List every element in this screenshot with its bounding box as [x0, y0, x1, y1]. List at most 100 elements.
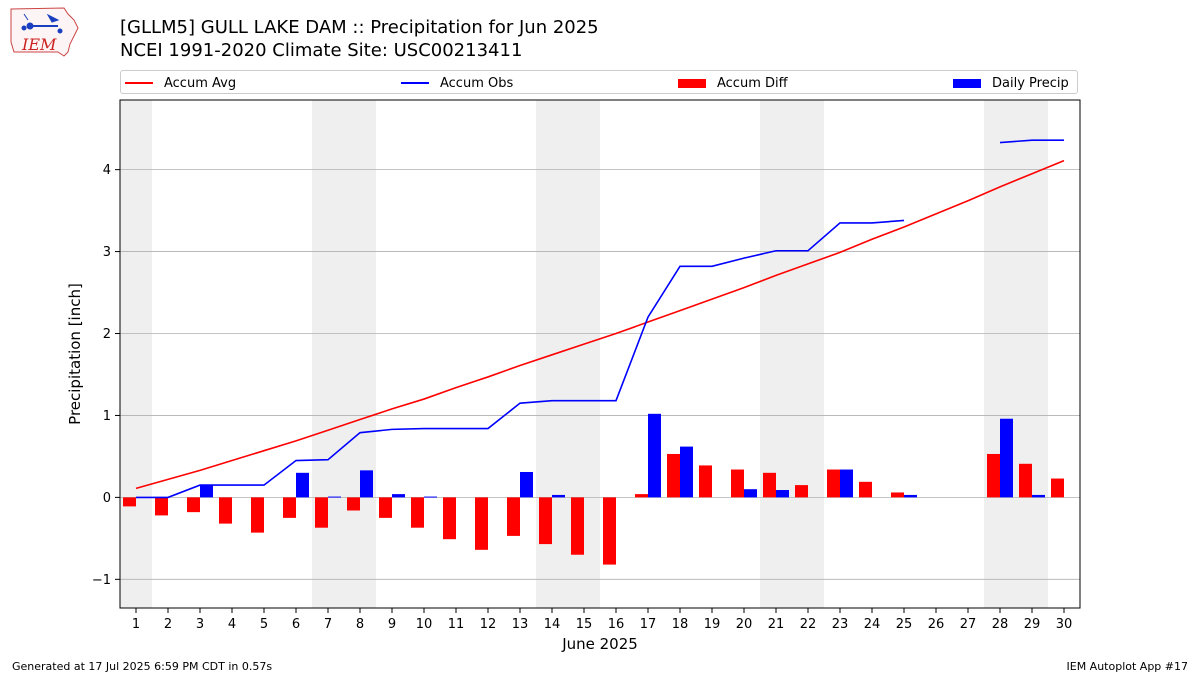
- weather-station-icon: [21, 13, 63, 34]
- accum-diff-bar: [187, 497, 200, 513]
- x-tick-label: 30: [1056, 617, 1073, 632]
- daily-precip-bar: [360, 470, 373, 498]
- x-tick-label: 8: [356, 617, 364, 632]
- x-tick-label: 20: [736, 617, 753, 632]
- x-tick-label: 26: [928, 617, 945, 632]
- daily-precip-bar: [200, 485, 213, 498]
- y-tick-label: −1: [92, 573, 111, 588]
- x-tick-label: 18: [672, 617, 689, 632]
- y-tick-label: 3: [103, 245, 111, 260]
- x-tick-label: 28: [992, 617, 1009, 632]
- daily-precip-bar: [680, 446, 693, 498]
- plot-frame: [119, 99, 1081, 609]
- x-tick-label: 10: [416, 617, 433, 632]
- accum-diff-bar: [539, 497, 552, 545]
- daily-precip-bar: [328, 496, 341, 498]
- legend: Accum Avg Accum Obs Accum Diff Daily Pre…: [120, 70, 1078, 94]
- legend-swatch-accum-obs: [401, 82, 429, 84]
- accum-diff-bar: [603, 497, 616, 565]
- daily-precip-bar: [648, 413, 661, 498]
- x-tick-label: 9: [388, 617, 396, 632]
- x-tick-label: 19: [704, 617, 721, 632]
- accum-diff-bar: [507, 497, 520, 536]
- x-tick-label: 22: [800, 617, 817, 632]
- x-tick-label: 11: [448, 617, 465, 632]
- x-tick-label: 17: [640, 617, 657, 632]
- weekend-shade: [984, 100, 1048, 608]
- accum-diff-bar: [475, 497, 488, 550]
- accum-diff-bar: [571, 497, 584, 555]
- x-tick-label: 24: [864, 617, 881, 632]
- accum-diff-bar: [219, 497, 232, 524]
- weekend-shade: [760, 100, 824, 608]
- x-tick-label: 23: [832, 617, 849, 632]
- legend-item-accum-diff: Accum Diff: [678, 74, 788, 92]
- weekend-shade: [312, 100, 376, 608]
- daily-precip-bar: [1032, 494, 1045, 498]
- accum-diff-bar: [283, 497, 296, 518]
- legend-item-daily-precip: Daily Precip: [953, 74, 1069, 92]
- x-tick-label: 4: [228, 617, 236, 632]
- accum-diff-bar: [667, 453, 680, 498]
- x-tick-label: 15: [576, 617, 593, 632]
- accum-diff-bar: [347, 497, 360, 511]
- accum-diff-bar: [859, 481, 872, 498]
- x-tick-label: 5: [260, 617, 268, 632]
- daily-precip-bar: [296, 472, 309, 498]
- daily-precip-bar: [424, 496, 437, 498]
- legend-label-accum-avg: Accum Avg: [164, 75, 237, 91]
- y-tick-label: 1: [103, 409, 111, 424]
- y-axis-label: Precipitation [inch]: [66, 283, 84, 425]
- accum-diff-bar: [443, 497, 456, 540]
- accum-diff-bar: [891, 492, 904, 498]
- accum-obs-line: [136, 219, 905, 499]
- legend-item-accum-obs: Accum Obs: [401, 74, 513, 92]
- daily-precip-bar: [1000, 418, 1013, 498]
- legend-label-daily-precip: Daily Precip: [992, 75, 1069, 91]
- x-tick-label: 2: [164, 617, 172, 632]
- accum-diff-bar: [827, 469, 840, 498]
- x-tick-label: 29: [1024, 617, 1041, 632]
- accum-diff-bar: [1051, 478, 1064, 498]
- legend-label-accum-obs: Accum Obs: [440, 75, 514, 91]
- x-tick-label: 3: [196, 617, 204, 632]
- accum-diff-bar: [635, 494, 648, 498]
- accum-diff-bar: [155, 497, 168, 516]
- y-tick-label: 4: [103, 163, 111, 178]
- x-tick-label: 27: [960, 617, 977, 632]
- accum-diff-bar: [123, 497, 136, 507]
- x-tick-label: 6: [292, 617, 300, 632]
- accum-diff-bar: [795, 485, 808, 498]
- accum-diff-bar: [315, 497, 328, 528]
- x-tick-label: 12: [480, 617, 497, 632]
- x-tick-label: 13: [512, 617, 529, 632]
- accum-obs-line: [999, 139, 1064, 144]
- logo-text: IEM: [21, 35, 57, 54]
- accum-diff-bar: [251, 497, 264, 533]
- daily-precip-bar: [392, 494, 405, 498]
- chart-title: [GLLM5] GULL LAKE DAM :: Precipitation f…: [120, 17, 599, 38]
- x-tick-label: 25: [896, 617, 913, 632]
- weekend-shade: [120, 100, 152, 608]
- daily-precip-bar: [552, 494, 565, 498]
- accum-avg-line: [135, 159, 1065, 490]
- x-tick-label: 1: [132, 617, 140, 632]
- daily-precip-bar: [904, 494, 917, 498]
- daily-precip-bar: [776, 490, 789, 498]
- accum-diff-bar: [699, 465, 712, 498]
- x-tick-label: 21: [768, 617, 785, 632]
- accum-diff-bar: [379, 497, 392, 518]
- legend-item-accum-avg: Accum Avg: [125, 74, 236, 92]
- legend-swatch-accum-diff: [678, 78, 706, 88]
- daily-precip-bar: [744, 489, 757, 498]
- accum-diff-bar: [731, 469, 744, 498]
- accum-diff-bar: [1019, 463, 1032, 498]
- footer-app-id: IEM Autoplot App #17: [1066, 660, 1189, 673]
- x-axis-label: June 2025: [561, 635, 638, 653]
- daily-precip-bar: [840, 469, 853, 498]
- accum-diff-bar: [763, 472, 776, 498]
- chart-subtitle: NCEI 1991-2020 Climate Site: USC00213411: [120, 40, 523, 61]
- accum-diff-bar: [411, 497, 424, 528]
- daily-precip-bar: [520, 471, 533, 498]
